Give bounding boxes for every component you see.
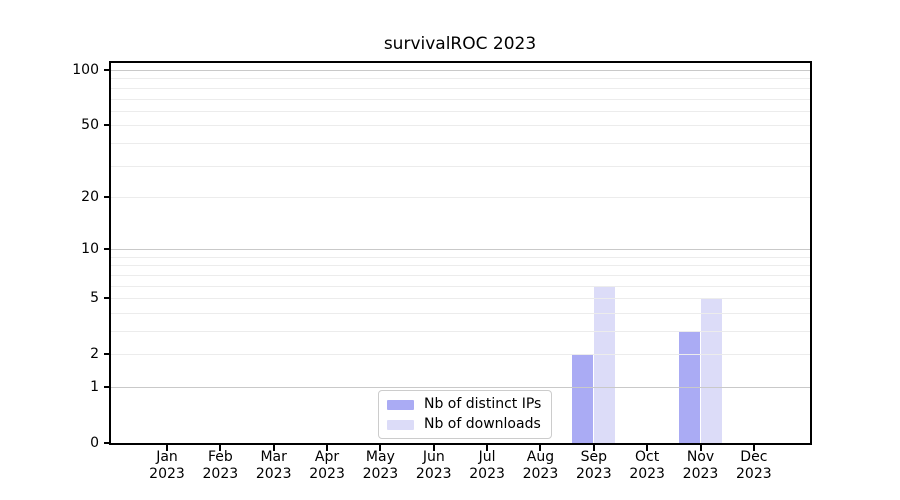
y-tick-label: 20	[81, 188, 99, 205]
plot-frame	[109, 61, 812, 445]
x-tick	[272, 445, 275, 451]
month-label: Jan	[156, 449, 178, 465]
year-label: 2023	[149, 466, 185, 482]
x-tick	[592, 445, 595, 451]
year-label: 2023	[682, 466, 719, 482]
x-tick	[326, 445, 329, 451]
chart-title: survivalROC 2023	[383, 34, 537, 54]
x-tick-label: Sep 2023	[567, 449, 621, 483]
year-label: 2023	[415, 466, 452, 482]
legend: Nb of distinct IPs Nb of downloads	[378, 390, 553, 439]
x-tick	[219, 445, 222, 451]
y-tick-label: 50	[81, 117, 99, 134]
x-tick	[752, 445, 755, 451]
year-label: 2023	[736, 466, 772, 482]
month-label: Jul	[478, 449, 496, 465]
x-tick-label: Apr 2023	[300, 449, 354, 483]
legend-label: Nb of downloads	[424, 416, 541, 432]
x-tick-label: Mar 2023	[247, 449, 301, 483]
x-tick-label: Nov 2023	[674, 449, 728, 483]
x-tick-label: Dec 2023	[727, 449, 781, 483]
x-tick	[166, 445, 168, 451]
year-label: 2023	[362, 466, 399, 482]
year-label: 2023	[469, 466, 505, 482]
month-label: Feb	[207, 449, 233, 465]
x-tick-label: Jul 2023	[460, 449, 514, 483]
month-label: Aug	[526, 449, 555, 465]
year-label: 2023	[575, 466, 612, 482]
legend-label: Nb of distinct IPs	[424, 396, 542, 412]
y-tick-label: 0	[90, 435, 99, 451]
x-tick-label: Jun 2023	[407, 449, 461, 483]
month-label: May	[365, 449, 395, 465]
x-tick	[486, 445, 489, 451]
month-label: Nov	[686, 449, 715, 465]
x-tick	[699, 445, 702, 451]
x-tick-label: Aug 2023	[513, 449, 567, 483]
year-label: 2023	[202, 466, 239, 482]
y-tick-label: 2	[90, 346, 99, 363]
y-tick-label: 5	[90, 290, 99, 307]
x-tick	[432, 445, 435, 451]
x-tick-label: Jan 2023	[140, 449, 194, 483]
year-label: 2023	[255, 466, 292, 482]
x-tick	[379, 445, 382, 451]
month-label: Sep	[580, 449, 607, 465]
x-tick-label: May 2023	[353, 449, 407, 483]
month-label: Apr	[314, 449, 340, 465]
x-tick	[539, 445, 542, 451]
legend-swatch-ips	[387, 399, 414, 410]
y-tick-label: 100	[72, 62, 99, 78]
legend-swatch-downloads	[387, 419, 414, 430]
year-label: 2023	[522, 466, 559, 482]
y-tick-label: 1	[90, 378, 99, 395]
month-label: Dec	[740, 449, 768, 465]
x-tick-label: Oct 2023	[620, 449, 674, 483]
legend-item: Nb of distinct IPs	[387, 396, 541, 413]
x-tick-label: Feb 2023	[193, 449, 247, 483]
month-label: Oct	[635, 449, 660, 465]
year-label: 2023	[309, 466, 345, 482]
x-tick	[646, 445, 649, 451]
y-tick-label: 10	[81, 241, 99, 258]
legend-item: Nb of downloads	[387, 416, 541, 433]
month-label: Mar	[260, 449, 287, 465]
year-label: 2023	[629, 466, 665, 482]
month-label: Jun	[422, 449, 445, 465]
